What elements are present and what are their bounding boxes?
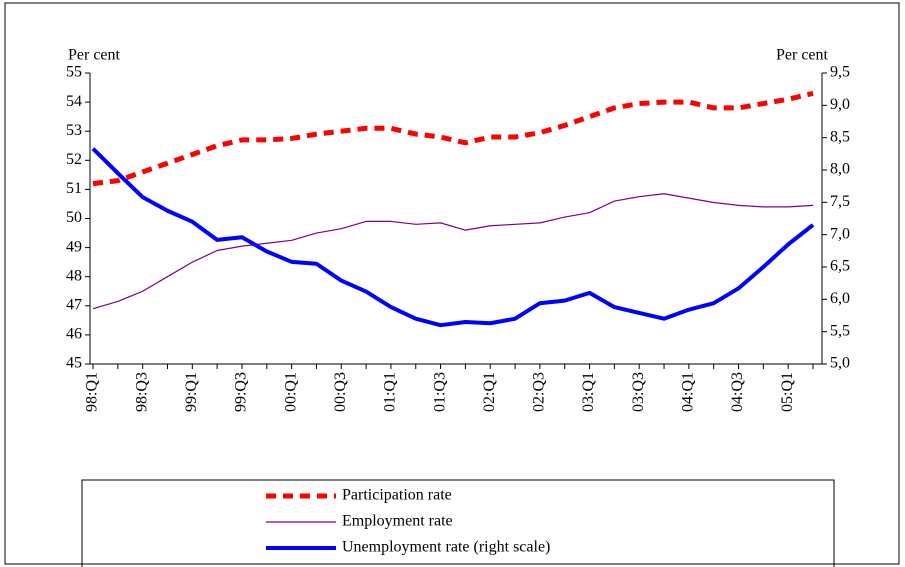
y-tick-label: 51: [66, 180, 82, 197]
y2-tick-label: 6,0: [830, 290, 850, 307]
chart-frame: [4, 2, 900, 565]
y-tick-label: 55: [66, 64, 82, 81]
y-tick-label: 54: [66, 93, 82, 110]
y2-axis-label: Per cent: [776, 47, 829, 64]
series-line: [92, 193, 814, 310]
legend-label: Unemployment rate (right scale): [342, 539, 550, 556]
x-tick-label: 01:Q3: [431, 372, 448, 412]
x-tick-label: 04:Q1: [680, 372, 697, 412]
legend-label: Participation rate: [342, 487, 452, 504]
x-tick-label: 03:Q3: [630, 372, 647, 412]
y2-tick-label: 8,5: [830, 128, 850, 145]
y-tick-label: 53: [66, 122, 82, 139]
y-tick-label: 47: [66, 296, 82, 313]
y2-tick-label: 5,0: [830, 355, 850, 372]
y2-tick-label: 6,5: [830, 258, 850, 275]
x-tick-label: 99:Q3: [233, 372, 250, 412]
x-tick-label: 05:Q1: [779, 372, 796, 412]
x-tick-label: 04:Q3: [729, 372, 746, 412]
x-tick-label: 02:Q3: [531, 372, 548, 412]
y2-tick-label: 8,0: [830, 161, 850, 178]
y-tick-label: 45: [66, 355, 82, 372]
x-tick-label: 01:Q1: [382, 372, 399, 412]
legend-label: Employment rate: [342, 513, 453, 530]
series-line: [92, 90, 814, 187]
y2-tick-label: 9,0: [830, 96, 850, 113]
x-tick-label: 98:Q3: [133, 372, 150, 412]
y-tick-label: 49: [66, 238, 82, 255]
y-tick-label: 48: [66, 267, 82, 284]
x-tick-label: 03:Q1: [580, 372, 597, 412]
y2-tick-label: 5,5: [830, 322, 850, 339]
y-axis-label: Per cent: [68, 47, 121, 64]
x-tick-label: 00:Q3: [332, 372, 349, 412]
y-tick-label: 52: [66, 151, 82, 168]
series-line: [91, 147, 815, 328]
x-tick-label: 00:Q1: [282, 372, 299, 412]
y2-tick-label: 7,5: [830, 193, 850, 210]
x-tick-label: 02:Q1: [481, 372, 498, 412]
y2-tick-label: 7,0: [830, 225, 850, 242]
y-tick-label: 46: [66, 326, 82, 343]
y-tick-label: 50: [66, 209, 82, 226]
y2-tick-label: 9,5: [830, 64, 850, 81]
legend-box: [81, 479, 835, 567]
x-tick-label: 98:Q1: [84, 372, 101, 412]
x-tick-label: 99:Q1: [183, 372, 200, 412]
